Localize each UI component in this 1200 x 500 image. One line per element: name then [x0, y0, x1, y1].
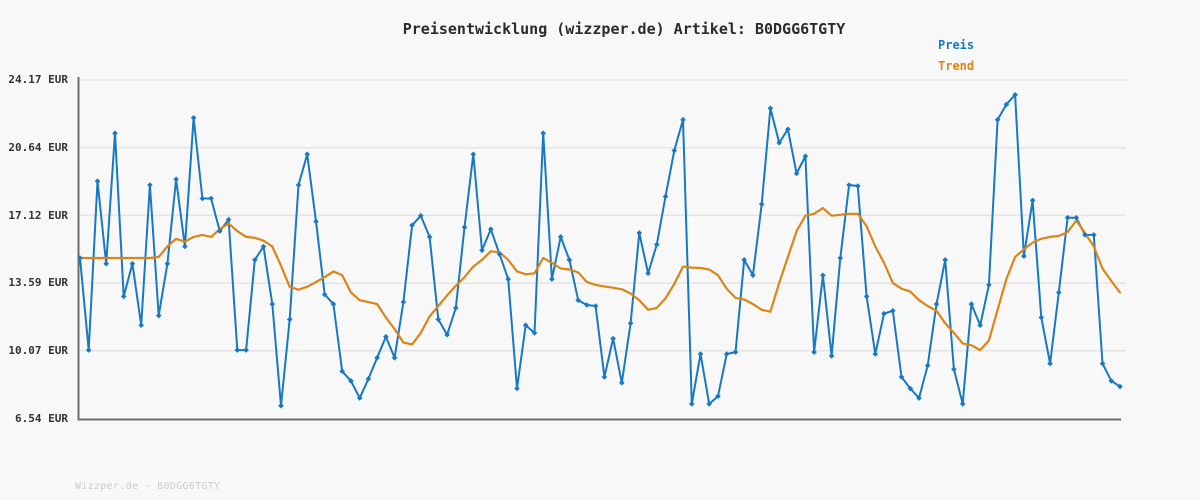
chart-title: Preisentwicklung (wizzper.de) Artikel: B…	[402, 20, 846, 38]
legend-item-trend: Trend	[938, 59, 975, 73]
footer-watermark: Wizzper.de - B0DGG6TGTY	[75, 481, 221, 492]
trend-line	[78, 207, 1122, 352]
preis-line	[79, 93, 1121, 407]
y-tick-label: 20.64 EUR	[8, 141, 68, 154]
y-tick-label: 13.59 EUR	[8, 276, 68, 289]
legend: Preis Trend	[938, 39, 974, 81]
y-tick-label: 6.54 EUR	[15, 412, 68, 425]
legend-item-preis: Preis	[938, 38, 975, 52]
y-tick-label: 10.07 EUR	[8, 344, 68, 357]
y-tick-label: 24.17 EUR	[8, 73, 68, 86]
y-tick-label: 17.12 EUR	[8, 209, 68, 222]
